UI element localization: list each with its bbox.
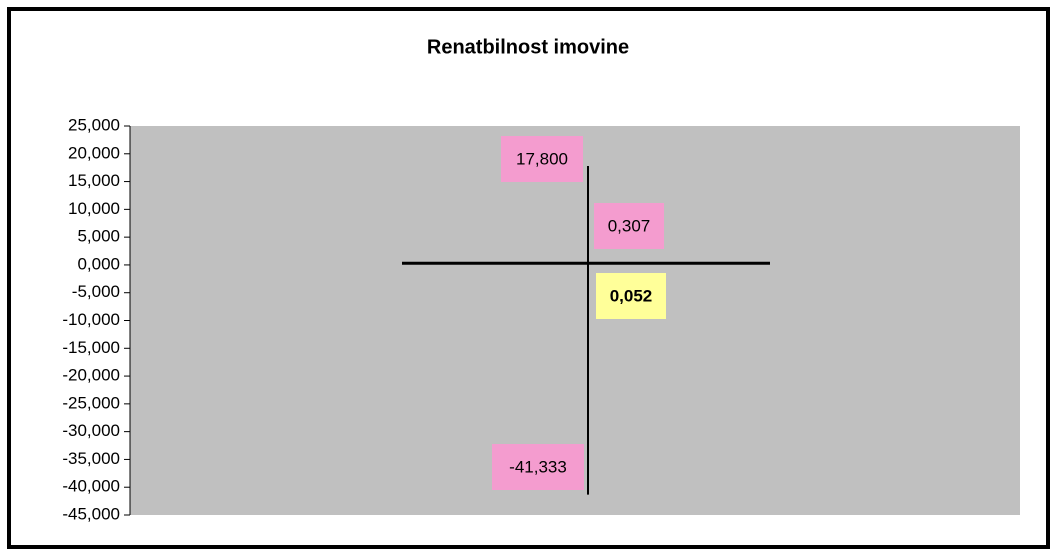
y-tick-label: -5,000 — [72, 282, 120, 301]
data-label: 0,307 — [608, 216, 651, 235]
y-tick-label: 0,000 — [77, 254, 120, 273]
data-label-box — [596, 273, 666, 319]
y-tick-label: -10,000 — [62, 310, 120, 329]
y-tick-label: -40,000 — [62, 477, 120, 496]
data-label: 0,052 — [610, 286, 653, 305]
y-tick-label: -20,000 — [62, 366, 120, 385]
y-tick-label: 25,000 — [68, 115, 120, 134]
y-tick-label: -35,000 — [62, 449, 120, 468]
y-tick-label: -25,000 — [62, 393, 120, 412]
y-tick-label: -30,000 — [62, 421, 120, 440]
data-label-box — [492, 444, 584, 490]
y-tick-label: 15,000 — [68, 171, 120, 190]
y-tick-label: 10,000 — [68, 199, 120, 218]
data-label-box — [594, 203, 664, 249]
y-tick-label: -15,000 — [62, 338, 120, 357]
chart-title: Renatbilnost imovine — [427, 36, 629, 58]
data-label: 17,800 — [516, 149, 568, 168]
y-tick-label: -45,000 — [62, 504, 120, 523]
y-tick-label: 20,000 — [68, 143, 120, 162]
y-tick-label: 5,000 — [77, 227, 120, 246]
data-label: -41,333 — [509, 457, 567, 476]
data-label-box — [501, 136, 583, 182]
